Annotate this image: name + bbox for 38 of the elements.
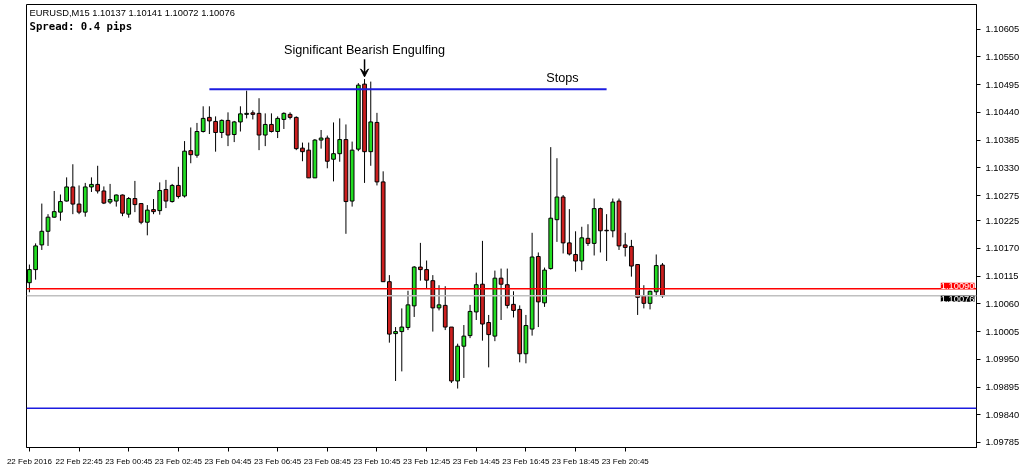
x-tick-label: 23 Feb 20:45 <box>601 456 650 466</box>
annotation: Spread: 0.4 pips <box>29 19 133 33</box>
candlestick <box>498 268 504 321</box>
x-tick-label: 23 Feb 16:45 <box>502 456 551 466</box>
x-tick-label: 23 Feb 10:45 <box>353 456 402 466</box>
x-tick-label: 23 Feb 04:45 <box>204 456 253 466</box>
x-tick-label: 23 Feb 08:45 <box>303 456 352 466</box>
y-tick-label: 1.10115 <box>985 271 1019 282</box>
y-tick-label: 1.10495 <box>985 79 1020 90</box>
y-tick-label: 1.09950 <box>985 354 1020 365</box>
x-tick-label: 23 Feb 00:45 <box>105 456 153 466</box>
annotation: EURUSD,M15 1.10137 1.10141 1.10072 1.10076 <box>29 7 235 18</box>
y-tick-label: 1.10275 <box>985 190 1020 201</box>
y-tick-label: 1.10330 <box>985 162 1020 173</box>
series-label: Stops <box>546 71 579 86</box>
y-tick-label: 1.09785 <box>985 437 1020 448</box>
ref-line-label: 1.10076 <box>940 293 975 304</box>
ref-line-label: 1.10090 <box>940 280 975 291</box>
y-tick-label: 1.09840 <box>985 409 1020 420</box>
y-tick-label: 1.09895 <box>985 382 1020 393</box>
x-tick-label: 23 Feb 02:45 <box>154 456 203 466</box>
y-tick-label: 1.10440 <box>985 107 1020 118</box>
x-tick-label: 23 Feb 06:45 <box>254 456 302 466</box>
y-tick-label: 1.10385 <box>985 135 1020 146</box>
x-tick-label: 23 Feb 18:45 <box>551 456 600 466</box>
y-tick-label: 1.10225 <box>985 215 1020 226</box>
annotation: Significant Bearish Engulfing <box>283 42 446 57</box>
y-tick-label: 1.10060 <box>985 298 1020 309</box>
y-tick-label: 1.10005 <box>985 326 1020 337</box>
x-tick-label: 22 Feb 2016 <box>6 456 53 466</box>
y-tick-label: 1.10605 <box>985 24 1020 35</box>
y-tick-label: 1.10550 <box>985 51 1020 62</box>
x-tick-label: 23 Feb 14:45 <box>452 456 501 466</box>
x-tick-label: 23 Feb 12:45 <box>403 456 451 466</box>
y-tick-label: 1.10170 <box>985 243 1020 254</box>
candlestick <box>461 324 467 379</box>
x-tick-label: 22 Feb 22:45 <box>55 456 104 466</box>
candlestick <box>39 203 45 251</box>
